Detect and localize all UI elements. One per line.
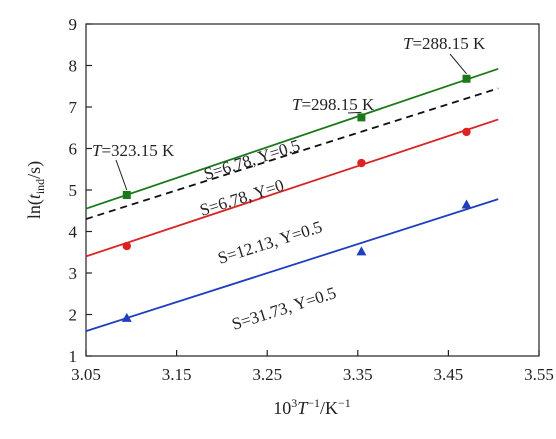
fit-line-3 <box>85 198 499 332</box>
annotation-323: T=323.15 K <box>92 141 175 160</box>
y-tick-label: 5 <box>69 181 78 200</box>
x-tick-label: 3.45 <box>434 365 464 384</box>
y-tick-label: 8 <box>69 57 78 76</box>
x-tick-label: 3.15 <box>162 365 192 384</box>
y-tick-label: 1 <box>69 347 78 366</box>
annotation-leader-0 <box>115 159 128 191</box>
y-axis-title: ln(tind/s) <box>24 161 47 219</box>
series-label-s678-y05: S=6.78, Y=0.5 <box>201 136 302 184</box>
x-tick-label: 3.05 <box>71 365 101 384</box>
annotation-leader-1 <box>347 111 362 114</box>
fit-line-2 <box>85 118 499 258</box>
y-tick-label: 2 <box>69 306 78 325</box>
fit-line-0 <box>85 67 499 210</box>
data-point-0-2 <box>462 74 471 83</box>
annotation-298: T=298.15 K <box>292 95 375 114</box>
annotation-288: T=288.15 K <box>403 34 486 53</box>
ticks: 3.05 3.15 3.25 3.35 3.45 3.55 1 2 3 4 5 6 7 8 9 <box>69 15 554 384</box>
y-tick-label: 4 <box>69 223 78 242</box>
data-point-0-0 <box>122 190 131 199</box>
data-point-2-0 <box>122 241 131 251</box>
x-tick-label: 3.35 <box>343 365 373 384</box>
y-tick-label: 9 <box>69 15 78 34</box>
y-tick-label: 3 <box>69 264 78 283</box>
fit-lines <box>85 67 499 332</box>
data-point-2-1 <box>357 158 366 168</box>
data-point-3-2 <box>461 199 472 209</box>
x-tick-label: 3.25 <box>252 365 282 384</box>
data-point-3-1 <box>356 246 367 256</box>
y-tick-label: 6 <box>69 140 78 159</box>
data-point-2-2 <box>462 127 471 137</box>
series-label-s3173-y05: S=31.73, Y=0.5 <box>229 283 338 334</box>
data-point-0-1 <box>357 113 366 122</box>
x-tick-label: 3.55 <box>524 365 554 384</box>
annotation-leader-2 <box>449 53 467 75</box>
data-markers <box>121 74 472 322</box>
fit-line-1 <box>85 87 499 220</box>
data-point-3-0 <box>121 312 132 322</box>
annotation-leaders <box>115 53 467 191</box>
x-axis-title: 103T−1/K−1 <box>273 396 351 418</box>
y-tick-label: 7 <box>69 98 78 117</box>
